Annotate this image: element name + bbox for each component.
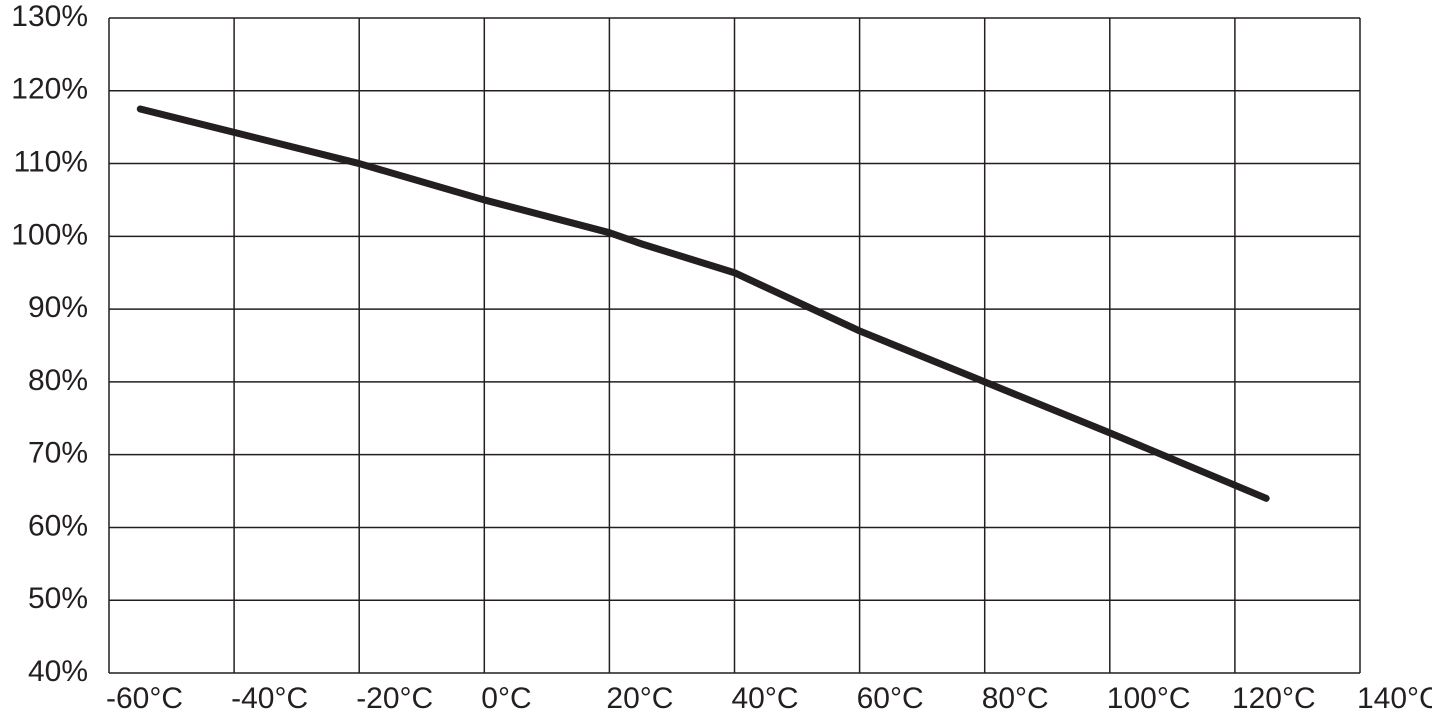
- x-tick-label: 140°C: [1357, 682, 1432, 715]
- x-tick-label: 120°C: [1232, 682, 1316, 715]
- data-line: [136, 105, 1270, 502]
- y-tick-label: 110%: [13, 145, 88, 178]
- y-tick-label: 100%: [11, 218, 88, 251]
- x-tick-label: 40°C: [732, 682, 799, 715]
- y-tick-label: 40%: [28, 655, 88, 688]
- y-tick-label: 80%: [28, 364, 88, 397]
- x-tick-label: 80°C: [982, 682, 1049, 715]
- y-tick-label: 90%: [28, 291, 88, 324]
- y-tick-label: 130%: [11, 0, 88, 33]
- y-tick-label: 70%: [28, 437, 88, 470]
- x-tick-label: 100°C: [1107, 682, 1191, 715]
- x-tick-label: -60°C: [106, 682, 183, 715]
- x-tick-label: 20°C: [606, 682, 673, 715]
- x-tick-label: 60°C: [857, 682, 924, 715]
- x-tick-label: -40°C: [231, 682, 308, 715]
- y-tick-label: 50%: [28, 582, 88, 615]
- x-tick-label: -20°C: [356, 682, 433, 715]
- y-tick-label: 120%: [11, 73, 88, 106]
- x-tick-label: 0°C: [481, 682, 531, 715]
- y-tick-label: 60%: [28, 509, 88, 542]
